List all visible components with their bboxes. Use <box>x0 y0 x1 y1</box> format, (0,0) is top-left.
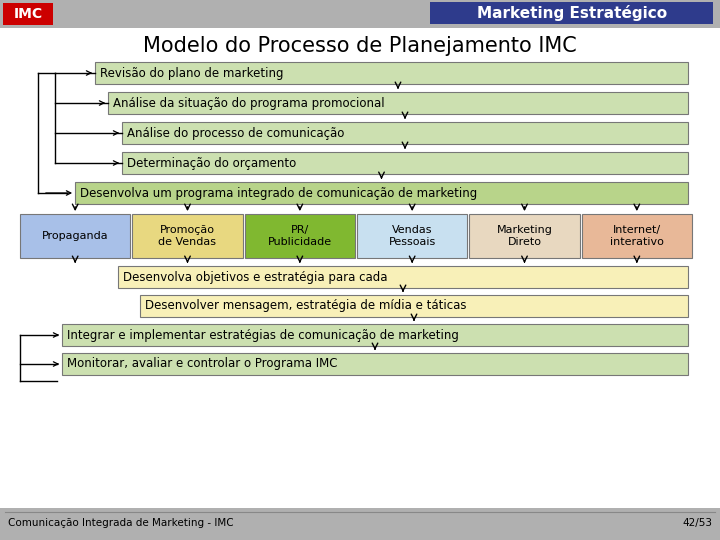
Text: Internet/
interativo: Internet/ interativo <box>610 225 664 247</box>
Bar <box>62 353 688 375</box>
Text: Comunicação Integrada de Marketing - IMC: Comunicação Integrada de Marketing - IMC <box>8 518 233 528</box>
Text: Propaganda: Propaganda <box>42 231 109 241</box>
Bar <box>0 28 720 508</box>
Bar <box>132 214 243 258</box>
Text: Monitorar, avaliar e controlar o Programa IMC: Monitorar, avaliar e controlar o Program… <box>67 357 338 370</box>
Bar <box>245 214 355 258</box>
Text: Desenvolva um programa integrado de comunicação de marketing: Desenvolva um programa integrado de comu… <box>80 186 477 199</box>
Bar <box>3 3 53 25</box>
Text: Integrar e implementar estratégias de comunicação de marketing: Integrar e implementar estratégias de co… <box>67 328 459 341</box>
Text: Revisão do plano de marketing: Revisão do plano de marketing <box>100 66 284 79</box>
Text: 42/53: 42/53 <box>682 518 712 528</box>
Bar <box>140 295 688 317</box>
Bar <box>108 92 688 114</box>
Text: Desenvolver mensagem, estratégia de mídia e táticas: Desenvolver mensagem, estratégia de mídi… <box>145 300 467 313</box>
Text: Determinação do orçamento: Determinação do orçamento <box>127 157 296 170</box>
Bar <box>75 182 688 204</box>
Text: Modelo do Processo de Planejamento IMC: Modelo do Processo de Planejamento IMC <box>143 36 577 56</box>
Text: Análise da situação do programa promocional: Análise da situação do programa promocio… <box>113 97 384 110</box>
Bar <box>95 62 688 84</box>
Text: PR/
Publicidade: PR/ Publicidade <box>268 225 332 247</box>
Text: Promoção
de Vendas: Promoção de Vendas <box>158 225 217 247</box>
Bar <box>430 2 713 24</box>
Text: Desenvolva objetivos e estratégia para cada: Desenvolva objetivos e estratégia para c… <box>123 271 387 284</box>
Bar <box>469 214 580 258</box>
Bar <box>122 122 688 144</box>
Text: Marketing
Direto: Marketing Direto <box>497 225 552 247</box>
Bar <box>582 214 692 258</box>
Text: IMC: IMC <box>14 7 42 21</box>
Text: Marketing Estratégico: Marketing Estratégico <box>477 5 667 21</box>
Bar <box>62 324 688 346</box>
Bar <box>20 214 130 258</box>
Bar <box>122 152 688 174</box>
Bar <box>118 266 688 288</box>
Text: Análise do processo de comunicação: Análise do processo de comunicação <box>127 126 344 139</box>
Bar <box>357 214 467 258</box>
Text: Vendas
Pessoais: Vendas Pessoais <box>389 225 436 247</box>
